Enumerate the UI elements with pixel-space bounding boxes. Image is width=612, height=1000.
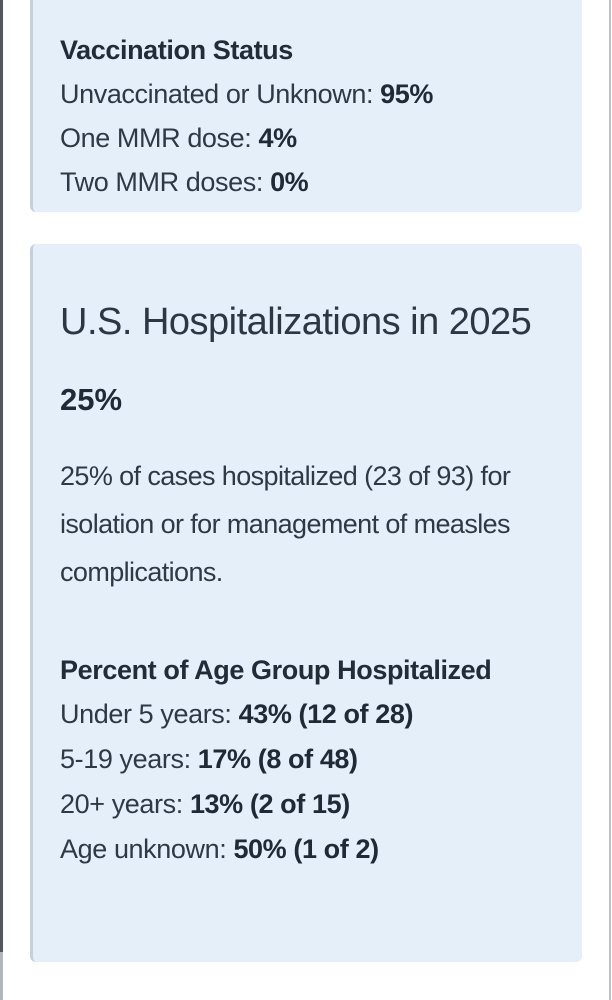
stat-line-unvaccinated: Unvaccinated or Unknown: 95% [60, 72, 554, 116]
stat-value: 4% [258, 123, 297, 153]
stat-label: Two MMR doses: [60, 167, 271, 197]
stat-line-5-19: 5-19 years: 17% (8 of 48) [60, 737, 554, 782]
stat-value: 0% [270, 167, 309, 197]
stat-label: Unvaccinated or Unknown: [60, 79, 381, 109]
stat-label: 20+ years: [60, 789, 190, 819]
stat-label: 5-19 years: [60, 744, 198, 774]
hospitalizations-card-title: U.S. Hospitalizations in 2025 [60, 301, 532, 343]
stat-value: 13% (2 of 15) [189, 789, 350, 819]
stat-value: 95% [380, 79, 434, 109]
scrollbar-thumb[interactable] [0, 0, 3, 952]
stat-line-under-5: Under 5 years: 43% (12 of 28) [60, 692, 554, 737]
hospitalizations-description: 25% of cases hospitalized (23 of 93) for… [60, 461, 511, 587]
stat-label: Under 5 years: [60, 699, 239, 729]
stat-line-20-plus: 20+ years: 13% (2 of 15) [60, 782, 554, 827]
stat-line-age-unknown: Age unknown: 50% (1 of 2) [60, 827, 554, 872]
right-edge-line [609, 0, 611, 1000]
stat-line-two-doses: Two MMR doses: 0% [60, 160, 554, 204]
stat-label: Age unknown: [60, 834, 234, 864]
hospitalizations-card: U.S. Hospitalizations in 2025 25% 25% of… [30, 244, 582, 962]
stat-value: 43% (12 of 28) [238, 699, 414, 729]
stat-label: One MMR dose: [60, 123, 259, 153]
headline-percentage: 25% [60, 382, 123, 417]
vaccination-status-card: Vaccination Status Unvaccinated or Unkno… [30, 0, 582, 212]
vaccination-card-title: Vaccination Status [60, 35, 293, 65]
stat-value: 50% (1 of 2) [233, 834, 379, 864]
age-group-subheading: Percent of Age Group Hospitalized [60, 655, 492, 685]
stat-line-one-dose: One MMR dose: 4% [60, 116, 554, 160]
stat-value: 17% (8 of 48) [197, 744, 358, 774]
